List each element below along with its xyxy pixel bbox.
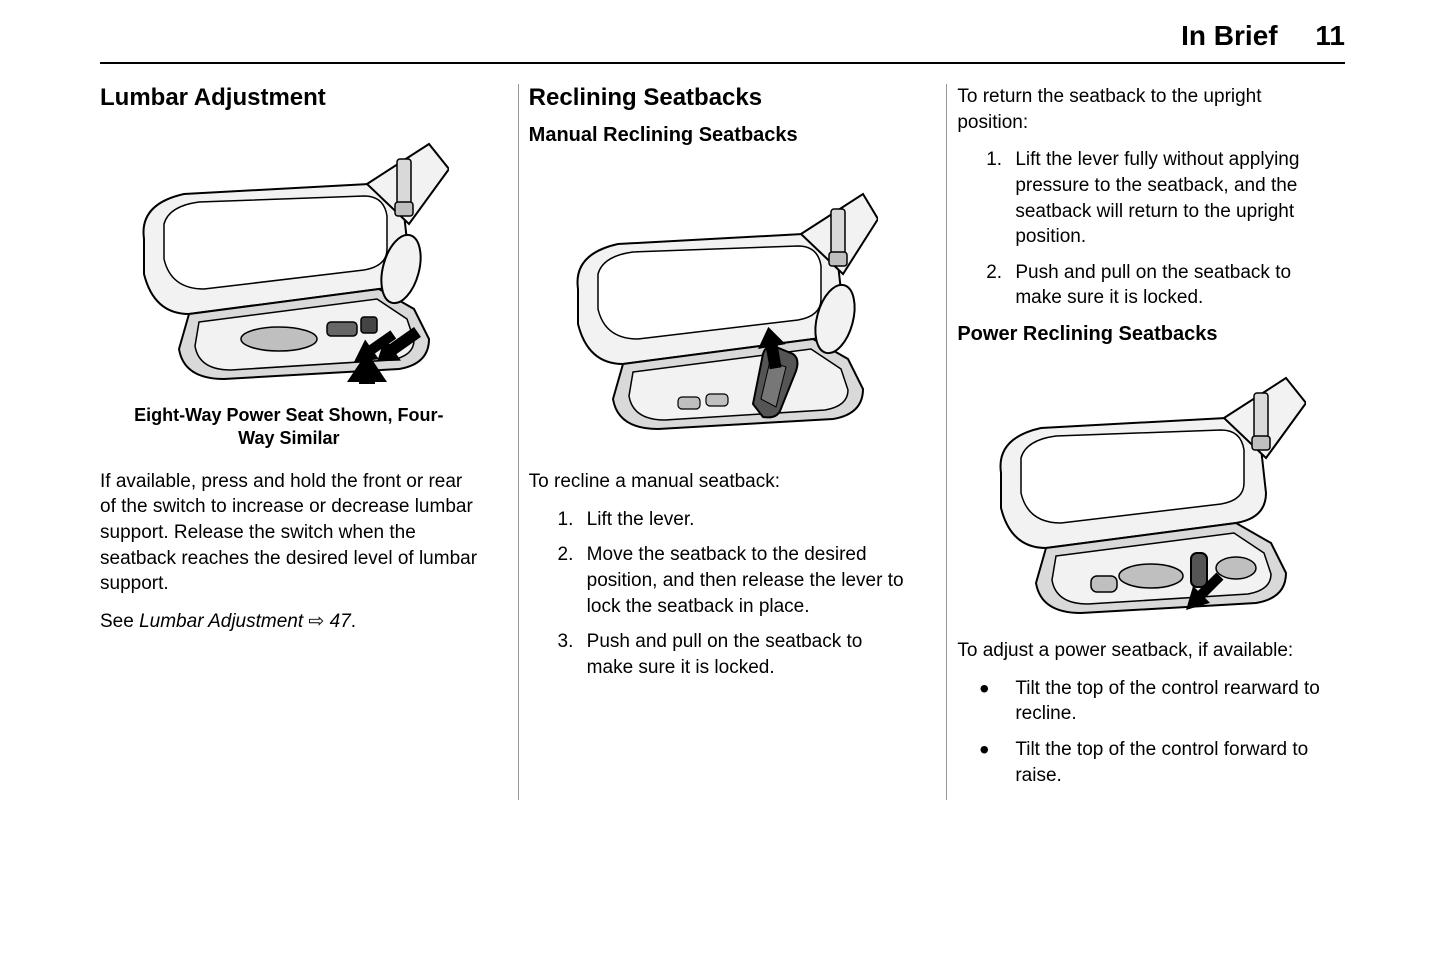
list-item: Push and pull on the seatback to make su… <box>1007 260 1335 311</box>
heading-reclining: Reclining Seatbacks <box>529 84 907 112</box>
figure-caption-lumbar: Eight-Way Power Seat Shown, Four-Way Sim… <box>130 404 448 451</box>
column-1: Lumbar Adjustment <box>100 84 488 800</box>
list-return-steps: Lift the lever fully without applying pr… <box>957 147 1335 311</box>
ref-prefix: See <box>100 611 139 632</box>
ref-page: 47 <box>330 611 351 632</box>
list-item: Lift the lever fully without applying pr… <box>1007 147 1335 250</box>
list-item: Move the seatback to the desired positio… <box>579 542 907 619</box>
heading-power-reclining: Power Reclining Seatbacks <box>957 323 1335 346</box>
figure-lumbar-seat <box>100 124 478 389</box>
paragraph-manual-intro: To recline a manual seatback: <box>529 469 907 495</box>
paragraph-power-intro: To adjust a power seatback, if available… <box>957 638 1335 664</box>
content-columns: Lumbar Adjustment <box>100 84 1345 800</box>
list-item: Tilt the top of the control rearward to … <box>1007 676 1335 727</box>
column-2: Reclining Seatbacks Manual Reclining Sea… <box>518 84 917 800</box>
heading-manual-reclining: Manual Reclining Seatbacks <box>529 124 907 147</box>
list-item: Tilt the top of the control forward to r… <box>1007 737 1335 788</box>
paragraph-lumbar-desc: If available, press and hold the front o… <box>100 469 478 597</box>
paragraph-lumbar-ref: See Lumbar Adjustment ⇨ 47. <box>100 609 478 635</box>
ref-symbol: ⇨ <box>303 611 329 632</box>
section-name: In Brief <box>1181 20 1277 51</box>
figure-power-seat <box>957 358 1335 623</box>
ref-title: Lumbar Adjustment <box>139 611 303 632</box>
list-item: Lift the lever. <box>579 507 907 533</box>
figure-manual-seat <box>529 159 907 454</box>
page-number: 11 <box>1315 20 1345 51</box>
heading-lumbar: Lumbar Adjustment <box>100 84 478 112</box>
page-header: In Brief 11 <box>100 20 1345 64</box>
paragraph-return-intro: To return the seatback to the upright po… <box>957 84 1335 135</box>
list-item: Push and pull on the seatback to make su… <box>579 629 907 680</box>
list-power-bullets: Tilt the top of the control rearward to … <box>957 676 1335 789</box>
list-manual-steps: Lift the lever. Move the seatback to the… <box>529 507 907 681</box>
ref-suffix: . <box>351 611 356 632</box>
column-3: To return the seatback to the upright po… <box>946 84 1345 800</box>
